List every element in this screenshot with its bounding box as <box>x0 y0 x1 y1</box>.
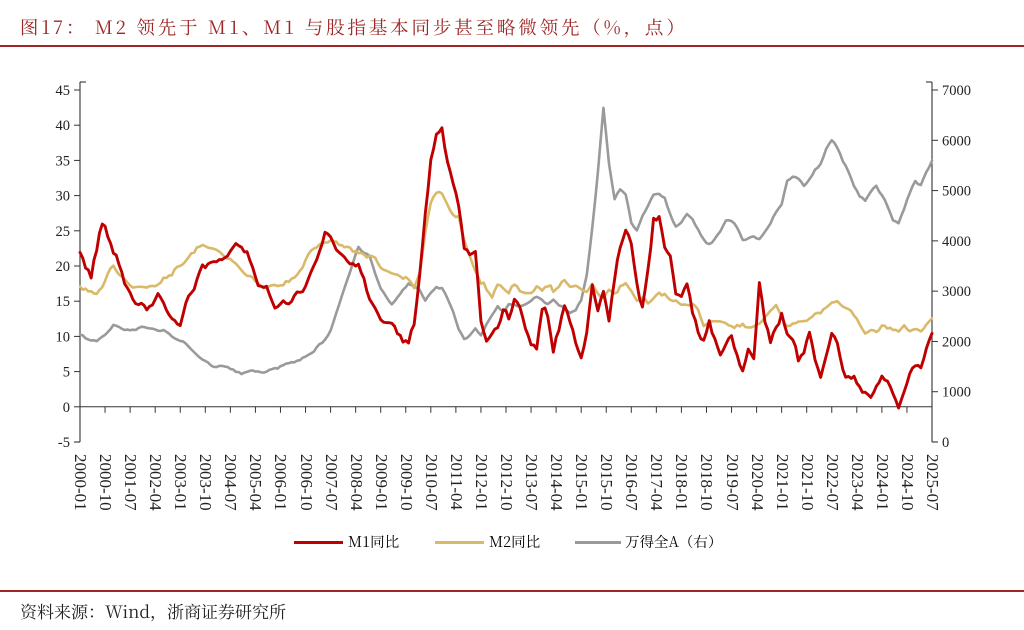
svg-text:6000: 6000 <box>942 133 971 149</box>
svg-text:35: 35 <box>56 153 71 169</box>
svg-text:7000: 7000 <box>942 83 971 99</box>
svg-text:5000: 5000 <box>942 184 971 200</box>
svg-text:20: 20 <box>56 259 71 275</box>
svg-text:5: 5 <box>63 365 70 381</box>
svg-text:30: 30 <box>56 189 71 205</box>
svg-text:3000: 3000 <box>942 284 971 300</box>
svg-text:40: 40 <box>56 118 71 134</box>
svg-text:45: 45 <box>56 83 71 99</box>
svg-text:-5: -5 <box>58 435 70 451</box>
svg-text:0: 0 <box>942 435 949 451</box>
svg-text:4000: 4000 <box>942 234 971 250</box>
svg-text:15: 15 <box>56 294 71 310</box>
svg-text:2000: 2000 <box>942 334 971 350</box>
svg-text:0: 0 <box>63 400 70 416</box>
svg-text:25: 25 <box>56 224 71 240</box>
svg-text:1000: 1000 <box>942 385 971 401</box>
svg-text:10: 10 <box>56 329 71 345</box>
